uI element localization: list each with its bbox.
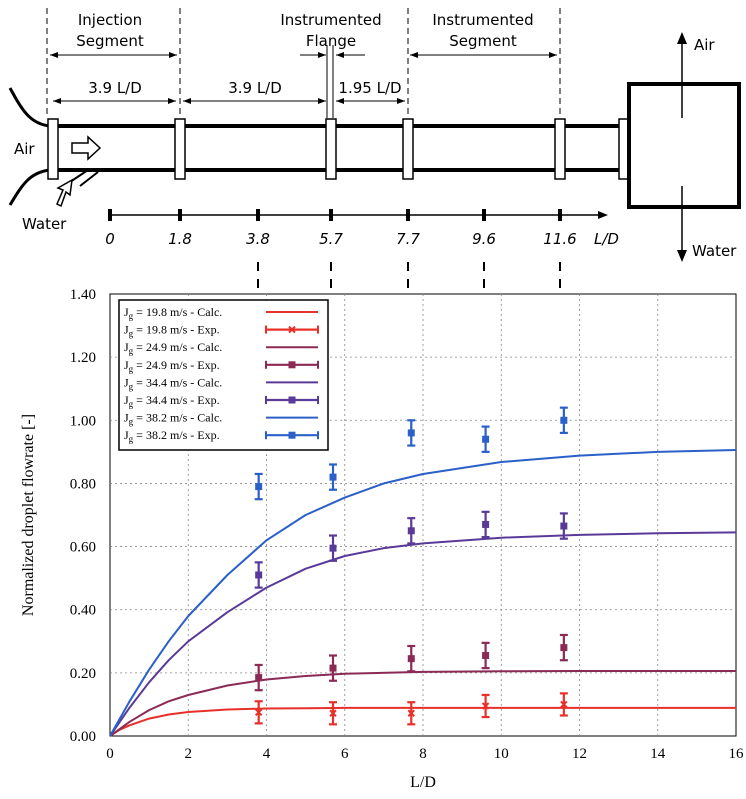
y-tick-label: 0.20: [70, 666, 96, 682]
legend-label: Jg = 24.9 m/s - Exp.: [124, 358, 220, 374]
air-outlet-label: Air: [694, 36, 715, 54]
y-tick-label: 0.80: [70, 476, 96, 492]
segment-label-instrumented-2: Segment: [449, 32, 517, 50]
data-point: [407, 419, 416, 447]
legend: Jg = 19.8 m/s - Calc. Jg = 19.8 m/s - Exp…: [118, 299, 329, 451]
data-point: [254, 472, 263, 501]
data-point: [254, 663, 263, 692]
y-axis-label: Normalized droplet flowrate [-]: [20, 414, 37, 616]
data-point: [559, 512, 568, 540]
water-inlet-arrow-icon: [56, 178, 73, 208]
x-tick-label: 8: [419, 746, 427, 762]
series-line: [109, 670, 736, 737]
segment-label-flange-1: Instrumented: [280, 11, 381, 29]
y-tick-label: 1.20: [70, 350, 96, 366]
pipe: [8, 87, 630, 208]
ld-scale-tick-label: 1.8: [168, 230, 192, 248]
x-tick-label: 14: [650, 746, 666, 762]
ld-scale-tick-label: 0: [105, 230, 115, 248]
water-outlet-label: Water: [692, 242, 737, 260]
schematic: Injection Segment Instrumented Flange In…: [8, 8, 741, 468]
legend-label: Jg = 24.9 m/s - Calc.: [124, 340, 222, 356]
ld-scale-tick-label: 5.7: [319, 230, 343, 248]
segment-label-instrumented-1: Instrumented: [432, 11, 533, 29]
data-point: [329, 701, 338, 726]
ld-scale-tick-label: 9.6: [472, 230, 496, 248]
data-point: [407, 701, 416, 726]
x-tick-label: 10: [494, 746, 509, 762]
water-out-arrow-icon: [677, 250, 687, 262]
legend-swatch: [265, 396, 319, 404]
y-tick-label: 1.00: [70, 413, 96, 429]
x-tick-label: 12: [572, 746, 587, 762]
legend-label: Jg = 19.8 m/s - Calc.: [124, 305, 222, 321]
section-boundaries: [46, 8, 561, 118]
segment-label-injection-1: Injection: [78, 11, 142, 29]
x-tick-label: 4: [263, 746, 271, 762]
grid: [110, 294, 736, 736]
data-point: [481, 425, 490, 453]
x-axis-ticks: 0 2 4 6 8 10 12 14 16: [106, 746, 744, 762]
x-tick-label: 6: [341, 746, 349, 762]
series-line: [109, 706, 736, 737]
data-point: [559, 692, 568, 717]
ld-scale-tick-label: 11.6: [543, 230, 576, 248]
distance-label-3: 1.95 L/D: [338, 79, 401, 97]
series-layer: [109, 406, 737, 737]
ld-scale-unit: L/D: [594, 230, 619, 248]
legend-swatch: [265, 360, 319, 369]
y-tick-label: 0.40: [70, 603, 96, 619]
legend-label: Jg = 38.2 m/s - Calc.: [124, 411, 222, 427]
segment-label-flange-2: Flange: [306, 32, 356, 50]
ld-scale-tick-label: 7.7: [396, 230, 420, 248]
series-line: [109, 531, 737, 737]
data-point: [407, 644, 416, 673]
data-point: [329, 534, 338, 562]
data-point: [559, 406, 568, 435]
data-point: [329, 463, 338, 491]
separator-tank: [627, 82, 741, 209]
ld-scale-tick-label: 3.8: [246, 230, 270, 248]
chart: 0 2 4 6 8 10 12 14 16 0.00 0.20 0.40 0.60 0.80 1.00 1.…: [20, 287, 744, 791]
data-point: [329, 654, 338, 682]
ld-scale-arrow-icon: [598, 211, 608, 219]
legend-label: Jg = 34.4 m/s - Calc.: [124, 375, 222, 391]
air-inlet-label: Air: [14, 140, 35, 158]
data-point: [559, 633, 568, 662]
data-point: [481, 641, 490, 670]
data-point: [481, 693, 490, 719]
data-point: [254, 700, 263, 725]
flow-arrow-icon: [71, 135, 102, 161]
y-axis-ticks: 0.00 0.20 0.40 0.60 0.80 1.00 1.20 1.40: [70, 287, 96, 745]
legend-label: Jg = 19.8 m/s - Exp.: [124, 323, 220, 339]
data-point: [254, 561, 263, 589]
y-tick-label: 1.40: [70, 287, 96, 303]
segment-label-injection-2: Segment: [76, 32, 144, 50]
x-tick-label: 0: [106, 746, 114, 762]
water-inlet-label: Water: [22, 215, 67, 233]
y-tick-label: 0.00: [70, 729, 96, 745]
series-line: [109, 449, 737, 737]
legend-label: Jg = 34.4 m/s - Exp.: [124, 393, 220, 409]
data-point: [481, 510, 490, 539]
distance-label-2: 3.9 L/D: [228, 79, 282, 97]
legend-swatch: [265, 325, 319, 334]
x-tick-label: 16: [729, 746, 745, 762]
distance-label-1: 3.9 L/D: [88, 79, 142, 97]
legend-swatch: [265, 431, 319, 440]
x-tick-label: 2: [185, 746, 193, 762]
legend-label: Jg = 38.2 m/s - Exp.: [124, 428, 220, 444]
air-out-arrow-icon: [677, 32, 687, 44]
y-tick-label: 0.60: [70, 540, 96, 556]
x-axis-label: L/D: [410, 774, 436, 791]
data-point: [407, 517, 416, 545]
